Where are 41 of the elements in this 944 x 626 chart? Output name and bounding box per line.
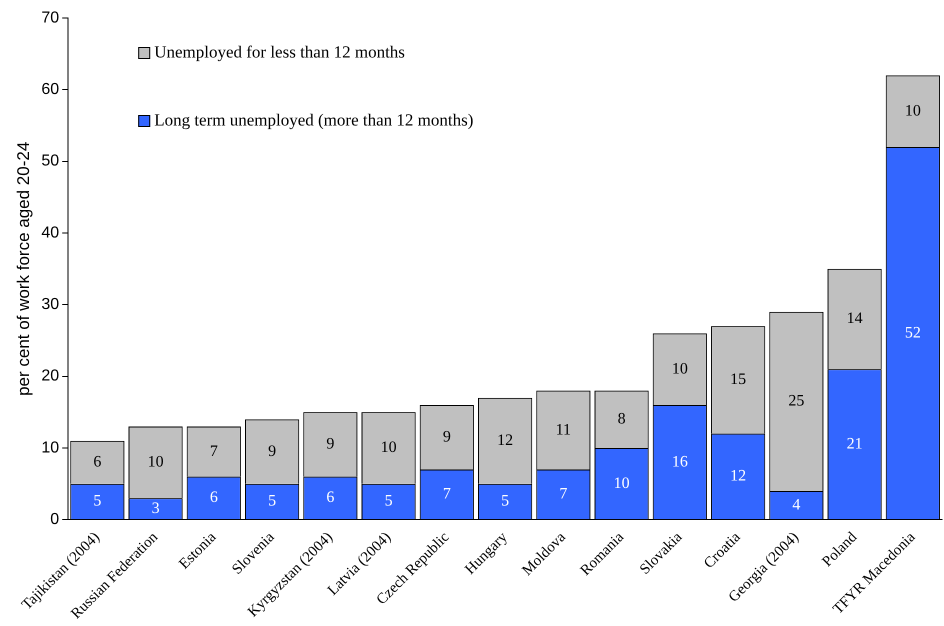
- data-label: 9: [268, 442, 276, 460]
- data-label: 10: [904, 102, 921, 120]
- y-tick-label: 50: [41, 152, 60, 170]
- data-label: 12: [497, 432, 514, 450]
- data-label: 9: [442, 428, 451, 446]
- data-label: 10: [148, 454, 164, 471]
- data-label: 10: [672, 360, 688, 378]
- y-tick-label: 30: [41, 296, 60, 314]
- data-label: 6: [210, 489, 218, 506]
- data-label: 21: [846, 435, 863, 452]
- y-tick-label: 40: [41, 224, 60, 242]
- y-tick-label: 70: [41, 9, 60, 26]
- data-label: 10: [614, 474, 630, 492]
- data-label: 12: [730, 468, 746, 485]
- y-tick-label: 10: [41, 439, 60, 456]
- data-label: 8: [618, 410, 626, 428]
- data-label: 5: [384, 492, 393, 510]
- data-label: 10: [380, 439, 397, 456]
- data-label: 4: [792, 496, 800, 514]
- data-label: 3: [152, 500, 160, 517]
- data-label: 52: [904, 324, 921, 342]
- data-label: 11: [556, 421, 572, 438]
- y-tick-label: 0: [50, 511, 60, 528]
- legend-label: Unemployed for less than 12 months: [154, 42, 405, 62]
- data-label: 6: [326, 489, 334, 506]
- data-label: 25: [788, 392, 804, 410]
- data-label: 5: [268, 492, 276, 510]
- data-label: 7: [442, 486, 451, 503]
- y-tick-label: 20: [41, 368, 60, 385]
- data-label: 6: [93, 454, 102, 471]
- data-label: 16: [672, 453, 688, 470]
- data-label: 5: [93, 492, 102, 510]
- data-label: 14: [846, 310, 863, 328]
- data-label: 15: [730, 371, 746, 388]
- legend-label: Long term unemployed (more than 12 months): [154, 110, 474, 130]
- data-label: 5: [501, 492, 510, 510]
- y-axis-title: per cent of work force aged 20-24: [14, 142, 33, 396]
- data-label: 9: [326, 436, 334, 453]
- y-tick-label: 60: [41, 81, 60, 98]
- data-label: 7: [559, 486, 568, 503]
- data-label: 7: [210, 442, 218, 460]
